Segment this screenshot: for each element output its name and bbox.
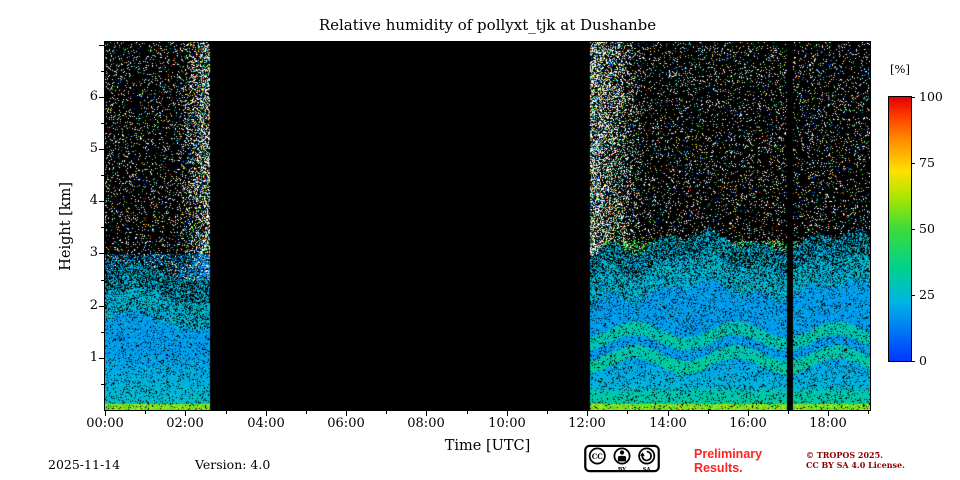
axis-tick-mark	[386, 411, 387, 414]
sa-label: SA	[643, 467, 652, 473]
humidity-heatmap	[105, 42, 870, 410]
axis-tick-mark	[306, 411, 307, 414]
colorbar-tick-label: 0	[919, 353, 927, 368]
colorbar-tick-label: 25	[919, 287, 935, 302]
axis-tick-mark	[101, 123, 105, 124]
axis-tick-mark	[226, 411, 227, 414]
axis-tick-mark	[868, 411, 869, 414]
axis-tick-mark	[105, 411, 106, 416]
axis-tick-mark	[99, 253, 105, 254]
axis-tick-mark	[426, 411, 427, 416]
axis-tick-mark	[99, 45, 105, 46]
axis-tick-mark	[99, 149, 105, 150]
cc-circle-icon	[588, 447, 606, 465]
axis-tick-mark	[507, 411, 508, 416]
cc-by-sa-badge: CC BY SA	[584, 444, 660, 473]
colorbar-tick-label: 50	[919, 221, 935, 236]
axis-tick-mark	[101, 280, 105, 281]
axis-tick-mark	[99, 201, 105, 202]
axis-tick-mark	[467, 411, 468, 414]
y-tick-label: 1	[89, 350, 98, 365]
axis-tick-mark	[185, 411, 186, 416]
axis-tick-mark	[346, 411, 347, 416]
axis-tick-mark	[101, 227, 105, 228]
copyright-note: © TROPOS 2025. CC BY SA 4.0 License.	[806, 450, 905, 470]
colorbar-unit-label: [%]	[890, 62, 910, 76]
x-tick-label: 14:00	[649, 416, 687, 431]
axis-tick-mark	[668, 411, 669, 416]
x-tick-label: 00:00	[86, 416, 124, 431]
axis-tick-mark	[911, 97, 915, 98]
copyright-line2: CC BY SA 4.0 License.	[806, 459, 905, 470]
axis-tick-mark	[101, 175, 105, 176]
axis-tick-mark	[627, 411, 628, 414]
axis-tick-mark	[911, 295, 915, 296]
axis-tick-mark	[911, 163, 915, 164]
measurement-date: 2025-11-14	[48, 457, 121, 472]
axis-tick-mark	[99, 97, 105, 98]
y-tick-label: 5	[89, 141, 98, 156]
colorbar-tick-label: 75	[919, 155, 935, 170]
colorbar-border	[888, 96, 912, 362]
axis-tick-mark	[145, 411, 146, 414]
y-tick-label: 6	[89, 89, 98, 104]
by-person-head	[619, 450, 625, 455]
by-person-icon	[613, 447, 631, 465]
axis-tick-mark	[101, 332, 105, 333]
axis-tick-mark	[708, 411, 709, 414]
y-tick-label: 4	[89, 193, 98, 208]
x-tick-label: 18:00	[809, 416, 847, 431]
by-label: BY	[618, 467, 626, 473]
x-tick-label: 06:00	[327, 416, 365, 431]
x-axis-label: Time [UTC]	[444, 438, 531, 454]
axis-tick-mark	[828, 411, 829, 416]
preliminary-line1: Preliminary	[694, 447, 763, 461]
x-tick-label: 04:00	[247, 416, 285, 431]
preliminary-results-note: Preliminary Results.	[694, 447, 763, 475]
by-person-body	[617, 455, 627, 462]
x-tick-label: 16:00	[729, 416, 767, 431]
preliminary-line2: Results.	[694, 460, 743, 475]
sa-arrow-arc	[641, 450, 652, 462]
cc-glyph: CC	[592, 452, 604, 461]
axis-tick-mark	[748, 411, 749, 416]
colorbar-tick-label: 100	[919, 89, 943, 104]
x-tick-label: 02:00	[166, 416, 204, 431]
axis-tick-mark	[788, 411, 789, 414]
axis-tick-mark	[99, 358, 105, 359]
axis-tick-mark	[101, 71, 105, 72]
chart-title: Relative humidity of pollyxt_tjk at Dush…	[318, 16, 657, 34]
sa-arrow-icon	[638, 447, 656, 465]
axis-tick-mark	[101, 384, 105, 385]
axis-tick-mark	[99, 306, 105, 307]
x-tick-label: 10:00	[488, 416, 526, 431]
version-label: Version: 4.0	[195, 457, 271, 472]
x-tick-label: 08:00	[407, 416, 445, 431]
axis-tick-mark	[587, 411, 588, 416]
axis-tick-mark	[547, 411, 548, 414]
x-tick-label: 12:00	[568, 416, 606, 431]
colorbar	[889, 97, 911, 361]
axis-tick-mark	[266, 411, 267, 416]
y-tick-label: 2	[89, 298, 98, 313]
y-tick-label: 3	[89, 245, 98, 260]
axis-tick-mark	[911, 229, 915, 230]
copyright-line1: © TROPOS 2025.	[806, 450, 883, 460]
sa-arrow-head	[640, 452, 645, 457]
axis-tick-mark	[911, 361, 915, 362]
